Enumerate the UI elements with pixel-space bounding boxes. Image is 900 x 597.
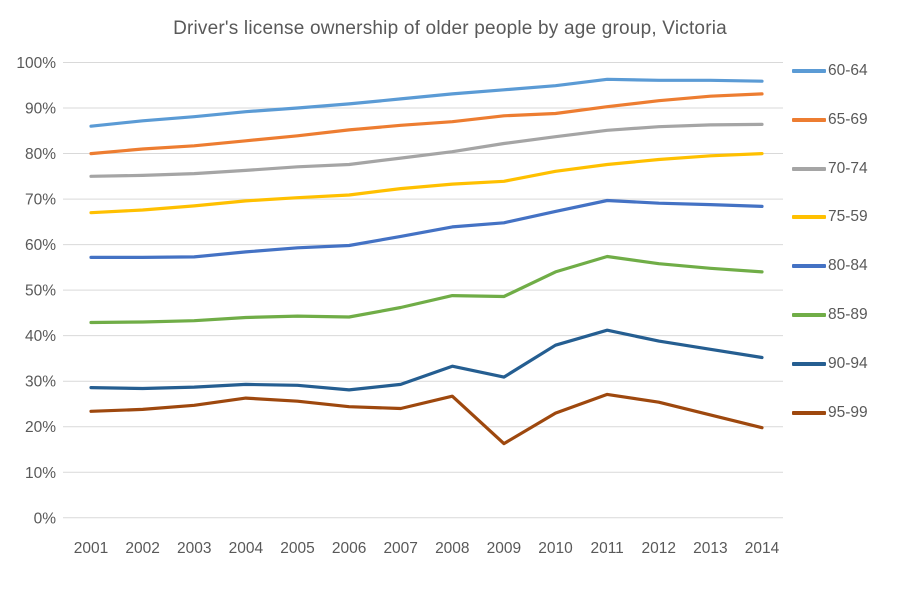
legend-item-80-84: 80-84 [792,256,868,276]
y-axis-tick-label: 80% [25,146,56,163]
y-axis-tick-label: 30% [25,374,56,391]
y-axis-tick-label: 0% [34,510,57,527]
x-axis-tick-label: 2011 [590,540,623,557]
y-axis-tick-label: 70% [25,192,56,209]
legend-item-60-64: 60-64 [792,61,868,81]
y-axis-tick-label: 10% [25,465,56,482]
series-line-90-94 [89,328,764,392]
x-axis-tick-label: 2013 [693,540,727,557]
series-line-70-74 [89,122,764,178]
legend-item-65-69: 65-69 [792,110,868,130]
legend-line-swatch-85-89 [792,313,826,317]
x-axis-tick-label: 2014 [745,540,780,557]
legend-label: 70-74 [828,159,868,177]
x-axis-tick-label: 2005 [280,540,314,557]
y-axis-tick-label: 40% [25,328,56,345]
x-axis-tick-label: 2001 [74,540,108,557]
x-axis-tick-label: 2009 [487,540,521,557]
y-axis-tick-label: 60% [25,237,56,254]
legend-item-75-59: 75-59 [792,207,868,227]
series-line-60-64 [89,77,764,128]
legend-item-85-89: 85-89 [792,305,868,325]
series-line-80-84 [89,198,764,259]
legend-line-swatch-80-84 [792,264,826,269]
legend-line-swatch-95-99 [792,410,826,415]
y-axis-tick-label: 100% [16,55,56,72]
x-axis-tick-label: 2010 [538,540,573,557]
legend-item-95-99: 95-99 [792,403,868,423]
x-axis-tick-label: 2003 [177,540,211,557]
legend-label: 90-94 [828,354,868,372]
legend-line-swatch-90-94 [792,361,826,366]
y-axis-tick-label: 50% [25,283,56,300]
legend-line-swatch-75-59 [792,215,826,220]
legend-item-70-74: 70-74 [792,159,868,179]
x-axis-tick-label: 2004 [229,540,264,557]
chart-title: Driver's license ownership of older peop… [173,18,727,39]
series-line-85-89 [89,254,764,325]
legend-label: 60-64 [828,62,868,79]
legend-label: 75-59 [828,208,868,226]
series-line-65-69 [89,92,764,156]
legend-label: 65-69 [828,110,868,128]
x-axis-tick-label: 2002 [125,540,159,557]
legend-label: 80-84 [828,257,868,275]
legend-label: 95-99 [828,403,868,421]
legend-line-swatch-60-64 [792,69,826,73]
y-axis-tick-label: 90% [25,101,56,118]
legend-line-swatch-65-69 [792,117,826,122]
legend-line-swatch-70-74 [792,166,826,171]
x-axis-tick-label: 2006 [332,540,366,557]
series-line-75-59 [89,152,764,215]
x-axis-tick-label: 2008 [435,540,469,557]
legend-label: 85-89 [828,306,868,323]
x-axis-tick-label: 2007 [383,540,417,557]
x-axis-tick-label: 2012 [642,540,676,557]
series-line-95-99 [89,392,764,446]
legend-item-90-94: 90-94 [792,354,868,374]
y-axis-tick-label: 20% [25,419,56,436]
